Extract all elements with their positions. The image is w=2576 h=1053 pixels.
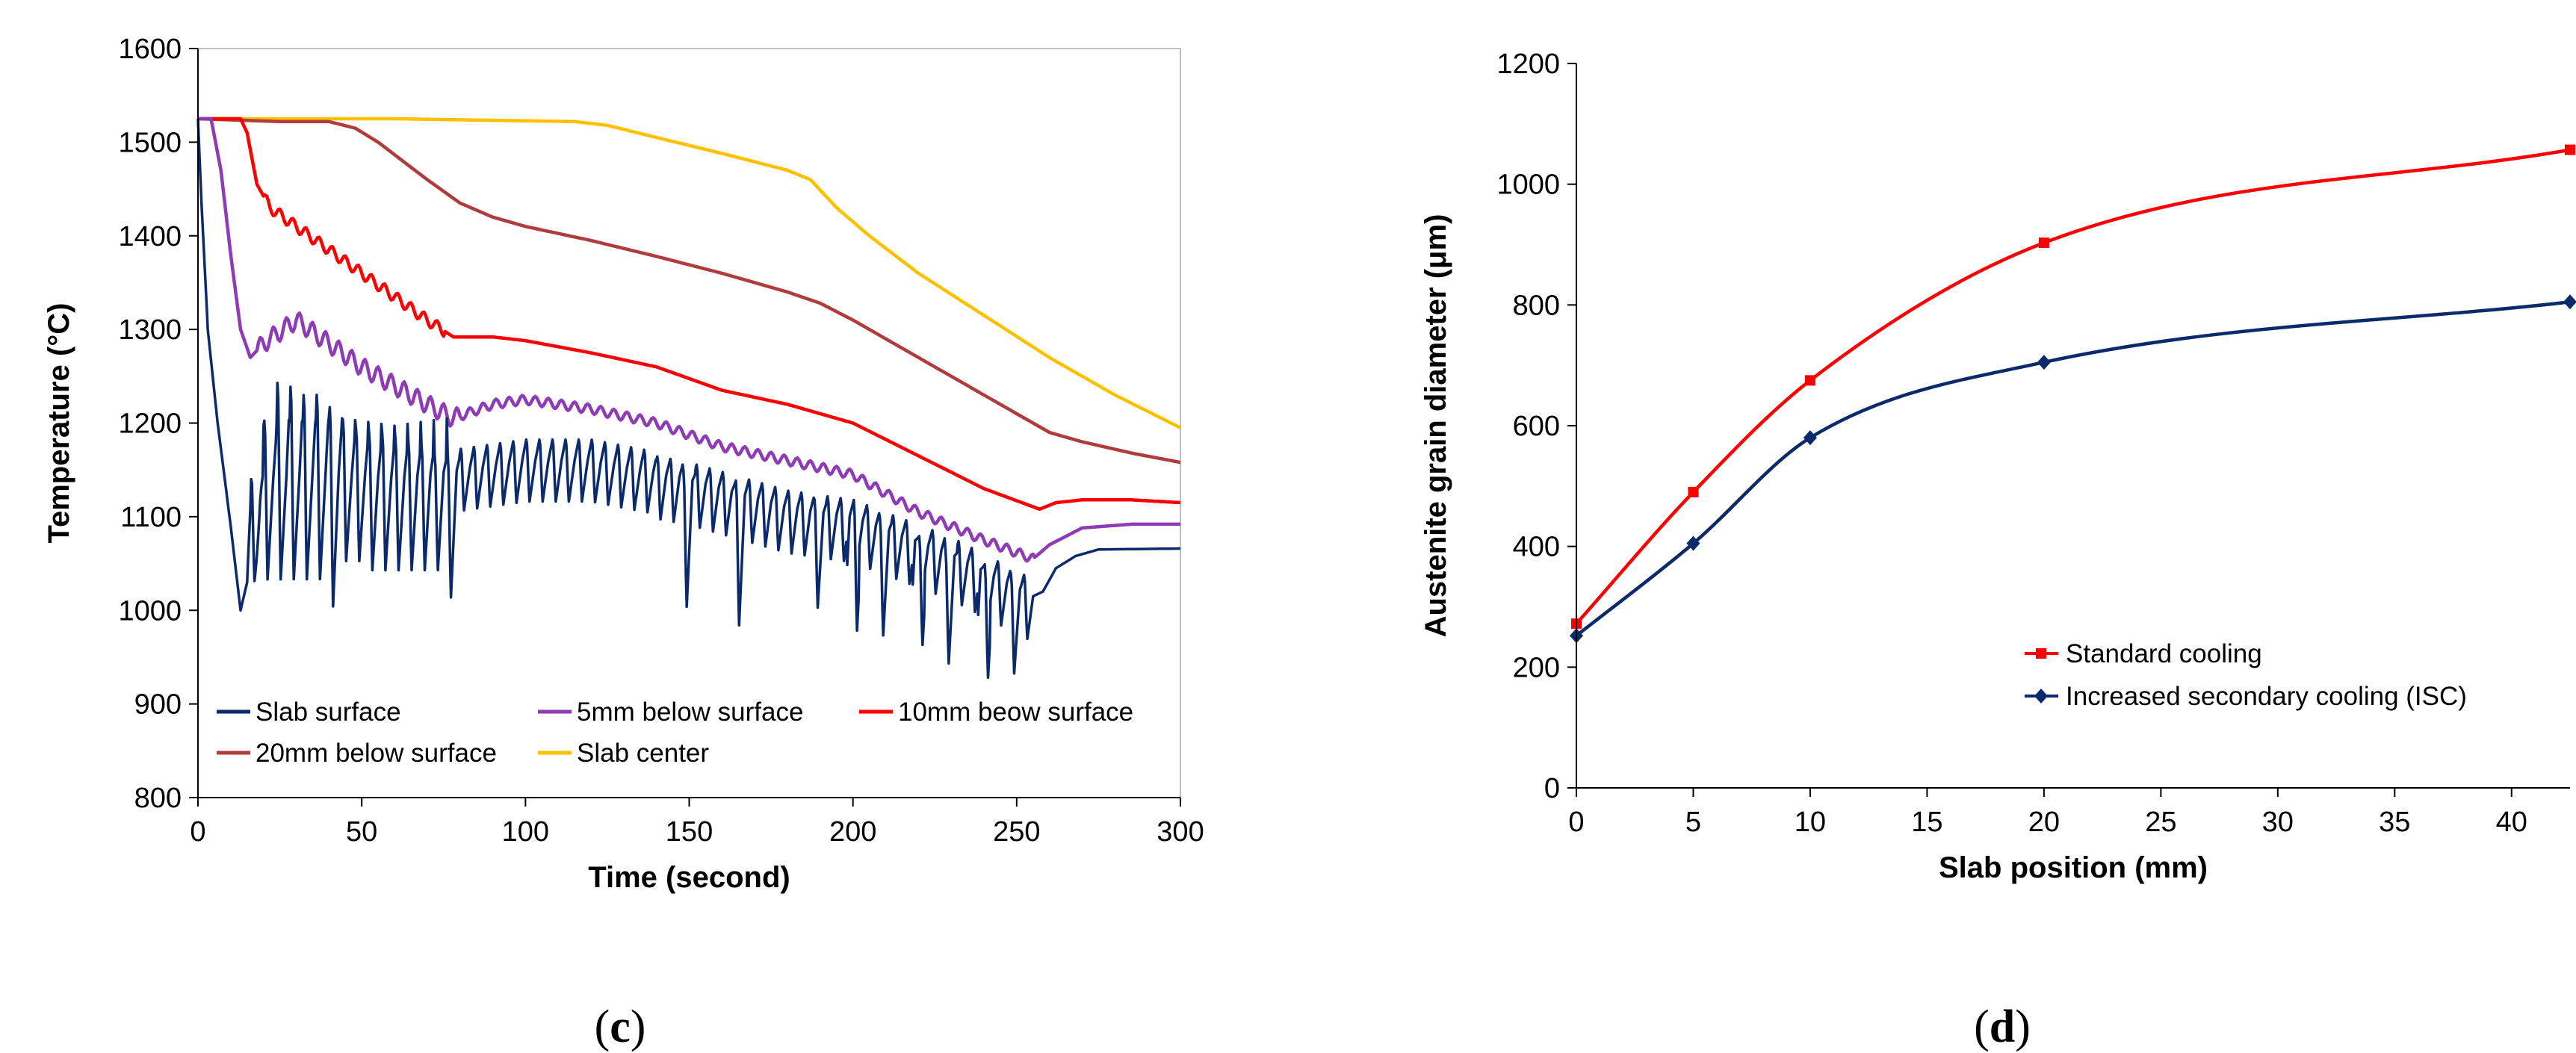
chart-c-series-line-20mm-below-surface [197,117,1181,465]
chart-c-series-line-10mm-beow-surface [197,117,1181,512]
chart-c-series-line-5mm-below-surface [197,117,1181,563]
chart-c-caption-open: ( [595,1001,610,1052]
chart-d-x-tick-label: 5 [1685,807,1701,838]
chart-d-x-axis-title: Slab position (mm) [1939,851,2208,884]
chart-d-x-tick-label: 35 [2379,807,2410,838]
chart-d-x-tick-label: 20 [2028,807,2060,838]
chart-d-markers [1570,144,2576,644]
chart-d-legend-label-standard-cooling: Standard cooling [2066,639,2262,668]
chart-d-data-point-increased-secondary-cooling-isc [2037,355,2051,370]
chart-c-caption-letter: c [610,1001,631,1052]
chart-d-y-tick-label: 800 [1513,290,1560,321]
chart-c-caption: (c) [595,1001,646,1052]
chart-d-caption-letter: d [1990,1001,2015,1052]
chart-c-legend-label-slab-center: Slab center [577,739,709,768]
chart-c-legend-label-5mm-below-surface: 5mm below surface [577,698,803,727]
chart-c-y-tick-label: 1400 [118,221,182,252]
chart-c-x-tick-label: 250 [993,816,1040,848]
chart-d-series-line-standard-cooling [1575,148,2571,625]
chart-c-x-axis-title: Time (second) [588,861,790,894]
chart-d-data-point-standard-cooling [1688,486,1699,497]
chart-c-series-lines [196,117,1182,680]
chart-c-x-tick-label: 100 [502,816,549,848]
chart-d-x-tick-label: 30 [2262,807,2294,838]
chart-d-series-line-increased-secondary-cooling-isc [1575,300,2571,638]
chart-d-y-tick-label: 1000 [1496,170,1560,201]
chart-d-data-point-increased-secondary-cooling-isc [1686,535,1700,551]
chart-c-y-tick-label: 1500 [118,127,182,158]
chart-d-caption: (d) [1974,1001,2031,1052]
chart-c-temperature-vs-time: 0 50 100 150 200 250 300 800 900 1000 1100 1200 1300… [43,34,1204,1052]
chart-d-x-tick-label: 15 [1911,807,1942,838]
chart-d-y-tick-label: 1200 [1496,49,1560,80]
chart-c-y-tick-label: 1600 [118,34,182,65]
chart-c-legend: Slab surface 5mm below surface 10mm beow s… [217,698,1133,768]
chart-d-data-point-standard-cooling [1804,375,1815,386]
chart-c-legend-label-10mm-beow-surface: 10mm beow surface [898,698,1133,727]
chart-c-x-tick-label: 300 [1157,816,1204,848]
chart-c-caption-close: ) [631,1001,646,1052]
chart-c-x-tick-label: 50 [346,816,377,848]
chart-d-x-tick-label: 25 [2145,807,2176,838]
chart-d-data-point-increased-secondary-cooling-isc [1803,430,1817,446]
chart-c-y-axis-title: Temperature (°C) [43,303,75,544]
chart-d-legend-label-increased-secondary-cooling-isc: Increased secondary cooling (ISC) [2066,682,2467,711]
chart-d-data-point-standard-cooling [2038,237,2049,249]
chart-d-data-point-increased-secondary-cooling-isc [2563,294,2576,310]
chart-d-data-point-standard-cooling [2565,144,2575,155]
chart-c-x-tick-label: 200 [829,816,876,848]
chart-c-x-tick-label: 0 [190,816,205,848]
chart-d-legend: Standard cooling Increased secondary cool… [2025,639,2467,711]
chart-c-y-tick-label: 1300 [118,314,182,346]
chart-c-legend-label-slab-surface: Slab surface [256,698,401,727]
chart-c-y-tick-label: 1100 [120,502,182,533]
chart-d-x-tick-label: 0 [1568,807,1584,838]
chart-c-legend-label-20mm-below-surface: 20mm below surface [256,739,497,768]
chart-c-ticks: 0 50 100 150 200 250 300 800 900 1000 1100 1200 1300… [118,34,1204,848]
chart-d-y-tick-label: 0 [1544,773,1560,804]
chart-c-series-line-slab-center [198,117,1182,429]
chart-d-legend-swatch-marker-increased-secondary-cooling-isc [2034,689,2048,703]
chart-d-caption-close: ) [2015,1001,2031,1052]
chart-d-legend-swatch-marker-standard-cooling [2036,648,2046,659]
chart-d-y-tick-label: 400 [1513,532,1560,563]
chart-d-caption-open: ( [1974,1001,1990,1052]
chart-d-axes [1576,63,2570,789]
chart-d-series-lines [1575,148,2571,638]
chart-c-y-tick-label: 1200 [118,409,182,440]
chart-c-y-tick-label: 1000 [118,595,182,627]
chart-d-x-tick-label: 10 [1795,807,1826,838]
chart-d-y-axis-title: Austenite grain diameter (μm) [1419,214,1452,638]
chart-d-y-tick-label: 600 [1513,411,1560,442]
chart-c-y-tick-label: 800 [134,783,182,814]
chart-c-y-tick-label: 900 [134,689,182,721]
chart-d-y-tick-label: 200 [1513,652,1560,683]
chart-d-x-tick-label: 40 [2496,807,2527,838]
chart-c-x-tick-label: 150 [666,816,713,848]
chart-c-series-line-slab-surface [196,118,1181,680]
